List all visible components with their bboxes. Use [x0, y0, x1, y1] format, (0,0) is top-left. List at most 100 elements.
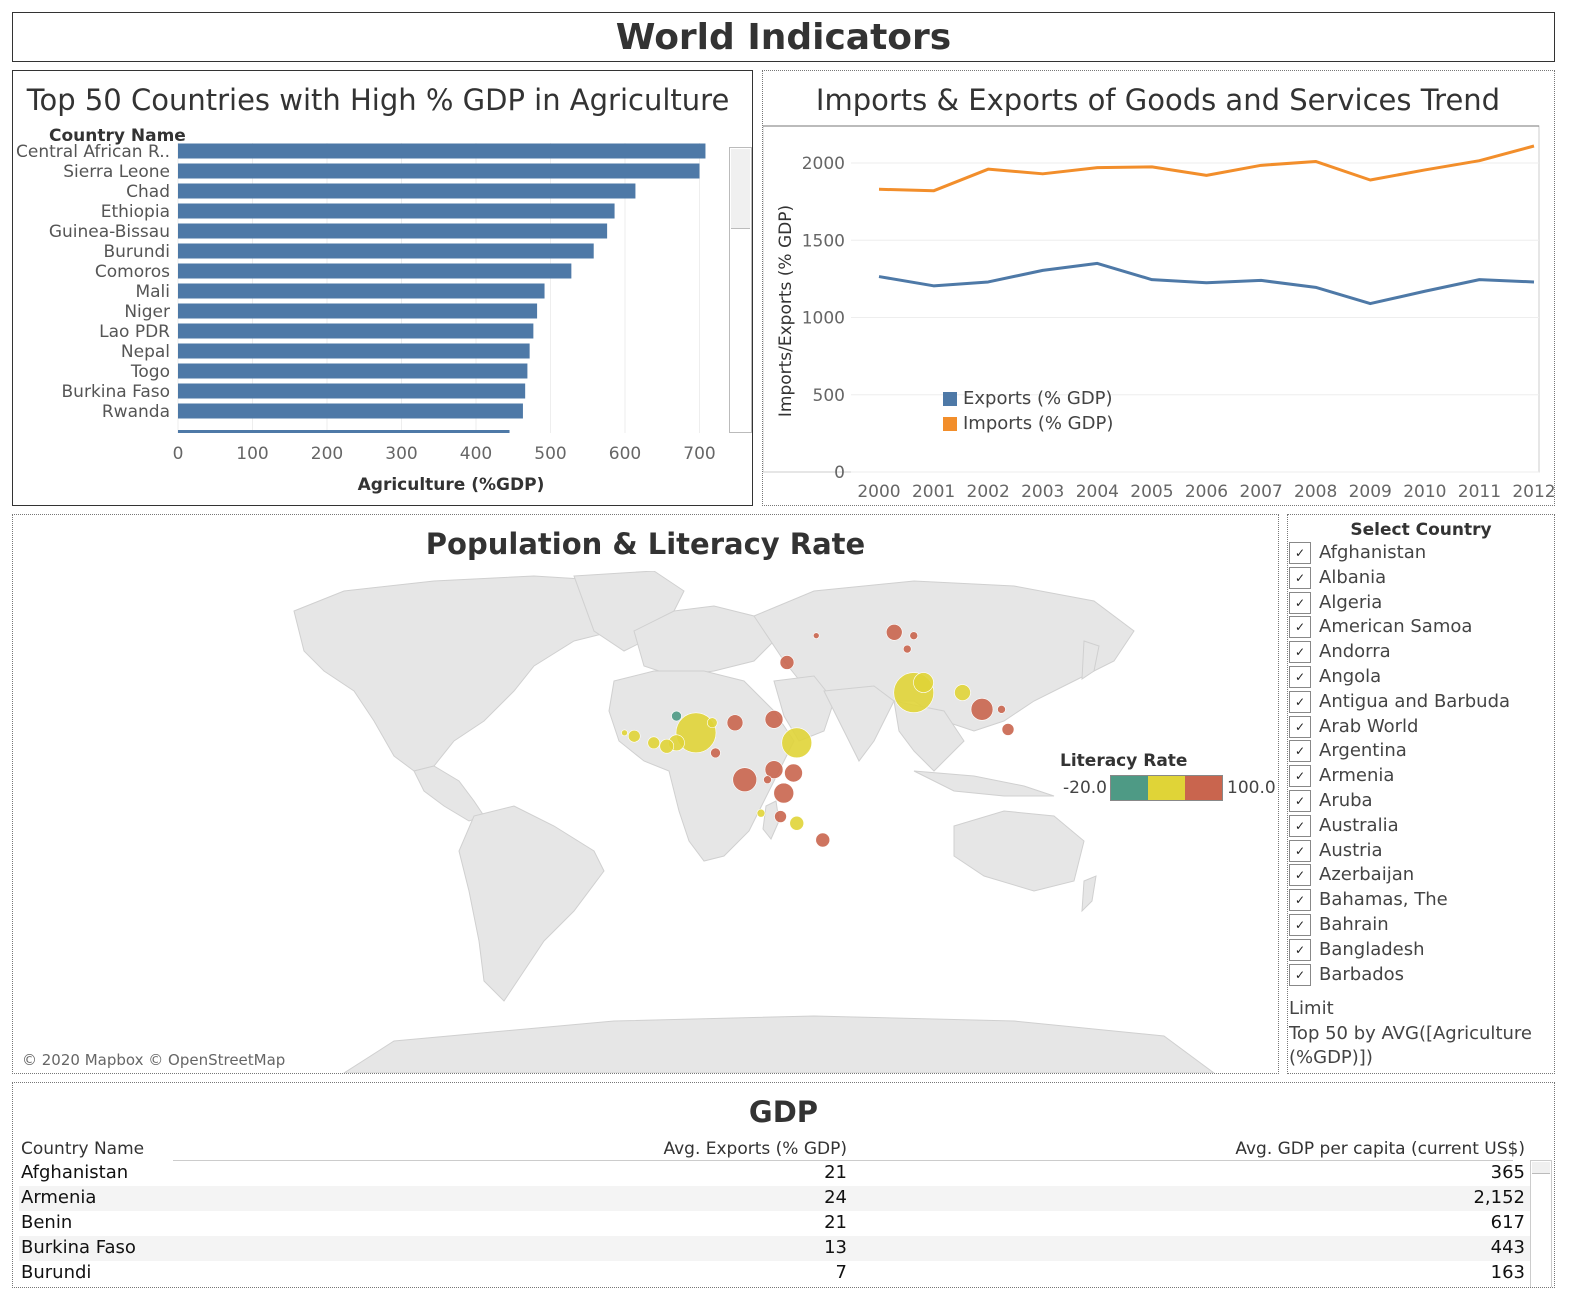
checkbox-checked-icon[interactable]: ✓	[1289, 814, 1311, 837]
checkbox-checked-icon[interactable]: ✓	[1289, 938, 1311, 961]
checkbox-checked-icon[interactable]: ✓	[1289, 715, 1311, 738]
table-row[interactable]: Benin 21 617	[19, 1211, 1551, 1236]
agriculture-scrollbar-thumb[interactable]	[731, 149, 750, 229]
country-filter-item[interactable]: ✓ Algeria	[1289, 591, 1549, 617]
agri-bar[interactable]	[178, 243, 594, 259]
agri-bar[interactable]	[178, 203, 615, 219]
checkbox-checked-icon[interactable]: ✓	[1289, 591, 1311, 614]
map-point[interactable]	[726, 714, 744, 732]
agri-x-tick-label: 700	[683, 444, 715, 464]
checkbox-checked-icon[interactable]: ✓	[1289, 740, 1311, 763]
map-point[interactable]	[913, 672, 934, 693]
map-point[interactable]	[756, 808, 766, 818]
agri-bar[interactable]	[178, 163, 700, 179]
country-filter-item[interactable]: ✓ Azerbaijan	[1289, 864, 1549, 889]
map-point[interactable]	[659, 738, 675, 754]
map-point[interactable]	[970, 698, 994, 721]
country-filter-item[interactable]: ✓ Arab World	[1289, 715, 1549, 741]
table-row[interactable]: Afghanistan 21 365	[19, 1161, 1551, 1186]
country-filter-item[interactable]: ✓ Australia	[1289, 814, 1549, 840]
map-point[interactable]	[779, 655, 795, 670]
agri-bar[interactable]	[178, 183, 636, 199]
checkbox-checked-icon[interactable]: ✓	[1289, 666, 1311, 688]
world-map[interactable]	[14, 571, 1278, 1073]
map-point[interactable]	[732, 767, 758, 792]
country-filter-item[interactable]: ✓ Armenia	[1289, 765, 1549, 790]
checkbox-checked-icon[interactable]: ✓	[1289, 839, 1311, 862]
country-filter-item[interactable]: ✓ Bahamas, The	[1289, 889, 1549, 914]
agri-bar[interactable]	[178, 263, 572, 279]
checkbox-checked-icon[interactable]: ✓	[1289, 914, 1311, 936]
checkbox-checked-icon[interactable]: ✓	[1289, 542, 1311, 564]
agri-bar[interactable]	[178, 363, 528, 379]
trade-x-tick-label: 2002	[967, 482, 1010, 502]
country-filter-item[interactable]: ✓ Austria	[1289, 839, 1549, 865]
table-row[interactable]: Burkina Faso 13 443	[19, 1236, 1551, 1261]
map-point[interactable]	[763, 775, 772, 784]
map-point[interactable]	[909, 631, 919, 640]
country-filter-item[interactable]: ✓ Albania	[1289, 566, 1549, 592]
map-point[interactable]	[675, 712, 717, 754]
map-point[interactable]	[774, 810, 787, 823]
agri-bar[interactable]	[178, 303, 538, 319]
map-point[interactable]	[1001, 723, 1015, 736]
agri-bar[interactable]	[178, 323, 534, 339]
map-point[interactable]	[773, 782, 795, 804]
checkbox-checked-icon[interactable]: ✓	[1289, 765, 1311, 788]
country-filter-item[interactable]: ✓ Barbados	[1289, 963, 1549, 989]
map-point[interactable]	[781, 727, 813, 759]
country-filter-item[interactable]: ✓ Angola	[1289, 666, 1549, 691]
map-point[interactable]	[902, 644, 912, 654]
map-point[interactable]	[764, 710, 784, 729]
checkbox-checked-icon[interactable]: ✓	[1289, 641, 1311, 664]
map-point[interactable]	[710, 747, 721, 759]
map-point[interactable]	[997, 705, 1006, 714]
country-filter-item[interactable]: ✓ Argentina	[1289, 740, 1549, 765]
checkbox-checked-icon[interactable]: ✓	[1289, 864, 1311, 887]
trade-series-line[interactable]	[878, 144, 1535, 193]
agri-bar[interactable]	[178, 143, 706, 159]
map-point[interactable]	[815, 832, 831, 848]
map-point[interactable]	[706, 717, 718, 729]
map-point[interactable]	[627, 729, 641, 743]
country-filter-item[interactable]: ✓ Andorra	[1289, 641, 1549, 666]
table-row[interactable]: Armenia 24 2,152	[19, 1186, 1551, 1211]
checkbox-checked-icon[interactable]: ✓	[1289, 790, 1311, 812]
map-point[interactable]	[885, 623, 903, 641]
map-point[interactable]	[784, 763, 803, 783]
gdp-table-scrollbar-thumb[interactable]	[1532, 1162, 1550, 1174]
country-filter-item[interactable]: ✓ American Samoa	[1289, 616, 1549, 641]
country-filter-item[interactable]: ✓ Bahrain	[1289, 914, 1549, 939]
gdp-col-header-exports[interactable]: Avg. Exports (% GDP)	[663, 1139, 847, 1159]
checkbox-checked-icon[interactable]: ✓	[1289, 690, 1311, 713]
checkbox-checked-icon[interactable]: ✓	[1289, 616, 1311, 639]
map-point[interactable]	[764, 760, 784, 779]
table-row[interactable]: Burundi 7 163	[19, 1261, 1551, 1286]
agri-bar[interactable]	[178, 343, 530, 359]
agri-bar[interactable]	[178, 283, 545, 299]
country-filter-item[interactable]: ✓ Antigua and Barbuda	[1289, 690, 1549, 716]
map-point[interactable]	[954, 684, 971, 701]
agri-bar[interactable]	[178, 383, 526, 399]
agri-bar[interactable]	[178, 403, 523, 419]
map-point[interactable]	[789, 815, 805, 831]
map-point[interactable]	[621, 729, 628, 737]
map-point[interactable]	[812, 632, 820, 639]
checkbox-checked-icon[interactable]: ✓	[1289, 889, 1311, 912]
checkbox-checked-icon[interactable]: ✓	[1289, 963, 1311, 986]
map-point[interactable]	[671, 710, 682, 722]
country-list[interactable]: ✓ Afghanistan ✓ Albania ✓ Algeria ✓ American Sa…	[1289, 542, 1554, 992]
country-filter-item[interactable]: ✓ Bangladesh	[1289, 938, 1549, 964]
agri-bar[interactable]	[178, 223, 608, 239]
gdp-col-header-gdp-per-capita[interactable]: Avg. GDP per capita (current US$)	[1235, 1139, 1525, 1159]
gdp-col-header-country[interactable]: Country Name	[21, 1139, 145, 1159]
map-point[interactable]	[647, 736, 661, 750]
trade-series-line[interactable]	[878, 261, 1535, 306]
checkbox-checked-icon[interactable]: ✓	[1289, 566, 1311, 589]
agri-bar-partial[interactable]	[178, 430, 510, 433]
country-filter-item[interactable]: ✓ Aruba	[1289, 790, 1549, 815]
country-filter-item[interactable]: ✓ Afghanistan	[1289, 542, 1549, 567]
map-attribution[interactable]: © 2020 Mapbox © OpenStreetMap	[22, 1051, 286, 1069]
gdp-table-scrollbar[interactable]	[1530, 1160, 1552, 1287]
agriculture-scrollbar[interactable]	[729, 147, 752, 433]
